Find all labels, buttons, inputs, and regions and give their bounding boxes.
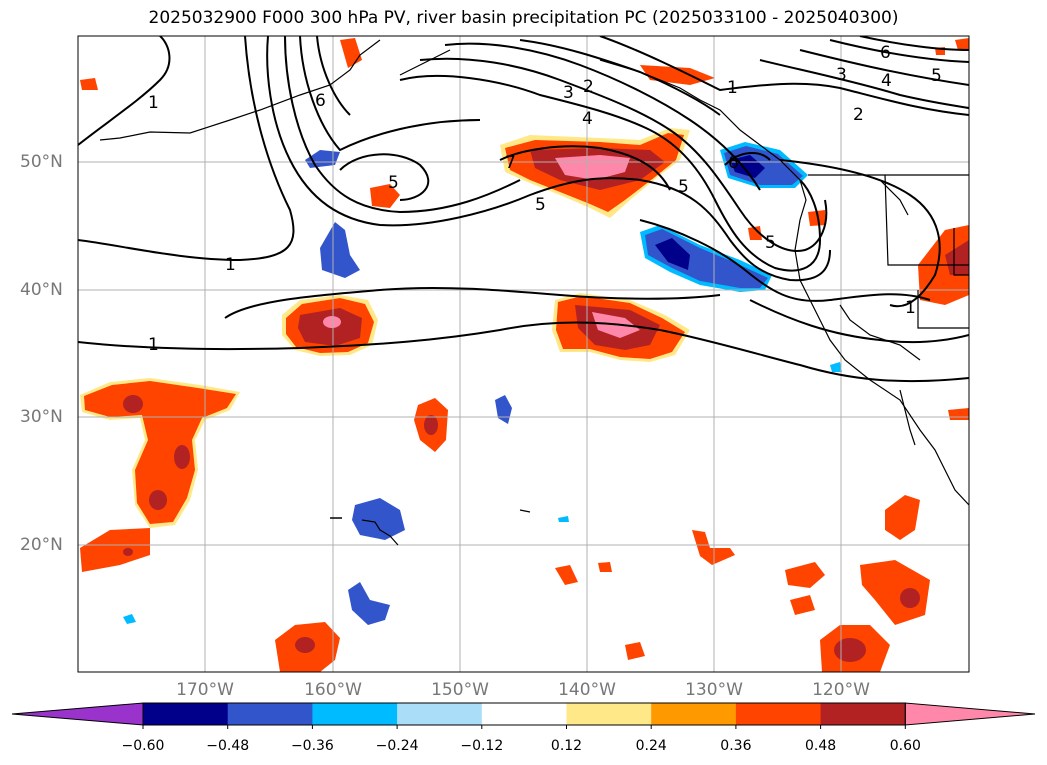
colorbar-extend-right xyxy=(904,702,1036,726)
gridlines xyxy=(78,36,969,672)
contour-label: 1 xyxy=(905,298,916,318)
coastlines xyxy=(99,39,969,546)
lon-label-170w: 170°W xyxy=(176,680,234,700)
lat-label-20n: 20°N xyxy=(20,535,63,555)
colorbar xyxy=(11,702,1036,729)
colorbar-frame xyxy=(142,702,906,726)
contour-label: 5 xyxy=(388,173,399,193)
contour-label: 5 xyxy=(765,233,776,253)
precip-anomaly-field xyxy=(80,38,969,672)
contour-label: 3 xyxy=(836,65,847,85)
colorbar-segment xyxy=(735,703,822,725)
pv-contours xyxy=(78,36,969,383)
colorbar-tick-label: −0.24 xyxy=(375,738,419,754)
lon-label-150w: 150°W xyxy=(431,680,489,700)
colorbar-tick-label: 0.48 xyxy=(805,738,837,754)
colorbar-segment xyxy=(566,703,652,725)
lon-label-160w: 160°W xyxy=(304,680,362,700)
colorbar-tick-label: 0.60 xyxy=(889,738,921,754)
contour-label: 4 xyxy=(582,109,593,129)
contour-label: 7 xyxy=(505,153,516,173)
contour-label: 5 xyxy=(678,177,689,197)
colorbar-segment xyxy=(312,703,398,725)
contour-label: 6 xyxy=(880,43,891,63)
pv-contour-labels: 1 6 1 1 5 3 2 4 7 5 1 6 5 5 3 6 4 5 2 1 xyxy=(148,43,942,355)
contour-label: 6 xyxy=(728,153,739,173)
contour-label: 1 xyxy=(148,93,159,113)
lat-label-50n: 50°N xyxy=(20,152,63,172)
contour-label: 4 xyxy=(881,71,892,91)
contour-label: 3 xyxy=(563,83,574,103)
lat-label-30n: 30°N xyxy=(20,407,63,427)
colorbar-tick-label: −0.48 xyxy=(206,738,250,754)
colorbar-tick-label: 0.12 xyxy=(550,738,583,754)
colorbar-tick-label: −0.12 xyxy=(460,738,504,754)
map-frame xyxy=(77,35,970,673)
map-title: 2025032900 F000 300 hPa PV, river basin … xyxy=(148,8,899,28)
colorbar-segment xyxy=(227,703,313,725)
lon-label-130w: 130°W xyxy=(685,680,743,700)
lon-label-140w: 140°W xyxy=(558,680,616,700)
contour-label: 5 xyxy=(931,66,942,86)
contour-label: 2 xyxy=(583,77,594,97)
colorbar-segment xyxy=(143,703,229,725)
contour-label: 6 xyxy=(315,91,326,111)
contour-label: 1 xyxy=(225,255,236,275)
colorbar-extend-left xyxy=(11,702,144,726)
colorbar-tick-label: −0.36 xyxy=(290,738,334,754)
colorbar-segment xyxy=(397,703,483,725)
lon-label-120w: 120°W xyxy=(812,680,870,700)
colorbar-segment xyxy=(481,703,567,725)
colorbar-tick-label: 0.36 xyxy=(720,738,752,754)
contour-label: 5 xyxy=(535,195,546,215)
colorbar-segment xyxy=(651,703,737,725)
contour-label: 1 xyxy=(148,335,159,355)
contour-label: 1 xyxy=(727,78,738,98)
contour-label: 2 xyxy=(853,105,864,125)
colorbar-tick-label: −0.60 xyxy=(121,738,165,754)
colorbar-segment xyxy=(820,703,906,725)
colorbar-tick-label: 0.24 xyxy=(635,738,667,754)
lat-label-40n: 40°N xyxy=(20,280,63,300)
